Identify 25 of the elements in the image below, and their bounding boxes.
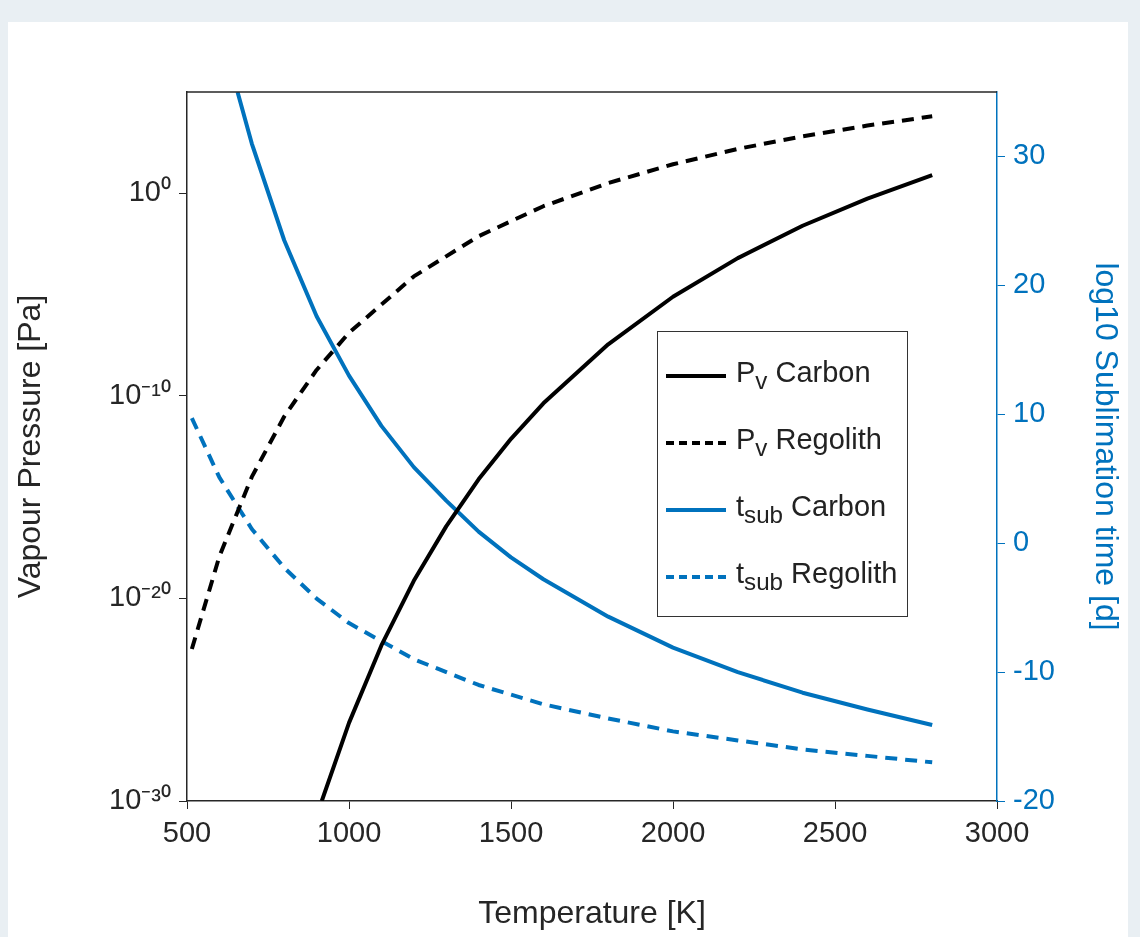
legend-label: t$_{sub}$ Regolith: [736, 557, 898, 596]
x-tick-label: 3000: [964, 816, 1030, 849]
y2-tick-label: -20: [1013, 783, 1055, 815]
y2-tick-label: -10: [1013, 654, 1055, 687]
y-axis-title: Vapour Pressure [Pa]: [11, 294, 48, 599]
y-tick-label: 10⁻²⁰: [109, 580, 171, 613]
y2-axis-title: log10 Sublimation time [d]: [1088, 262, 1125, 631]
y-tick-label: 10⁻³⁰: [109, 783, 171, 815]
line-series: [189, 114, 935, 651]
x-axis-title: Temperature [K]: [478, 893, 706, 930]
x-tick-label: 1000: [316, 816, 382, 849]
x-tick-label: 2500: [802, 816, 868, 849]
y-tick-label: 10⁻¹⁰: [109, 377, 171, 410]
y2-tick-label: 0: [1013, 525, 1030, 558]
line-series: [189, 416, 935, 765]
y-tick-label: 10⁰: [128, 175, 171, 208]
x-tick-label: 2000: [640, 816, 706, 849]
x-tick-label: 1500: [478, 816, 544, 849]
y2-tick-label: 10: [1013, 396, 1046, 429]
y2-tick-label: 20: [1013, 267, 1046, 300]
legend-label: P$_{v}$ Regolith: [736, 423, 882, 462]
legend-label: P$_{v}$ Carbon: [736, 356, 871, 395]
x-tick-label: 500: [162, 816, 212, 849]
legend-label: t$_{sub}$ Carbon: [736, 490, 887, 529]
y2-tick-label: 30: [1013, 138, 1046, 171]
